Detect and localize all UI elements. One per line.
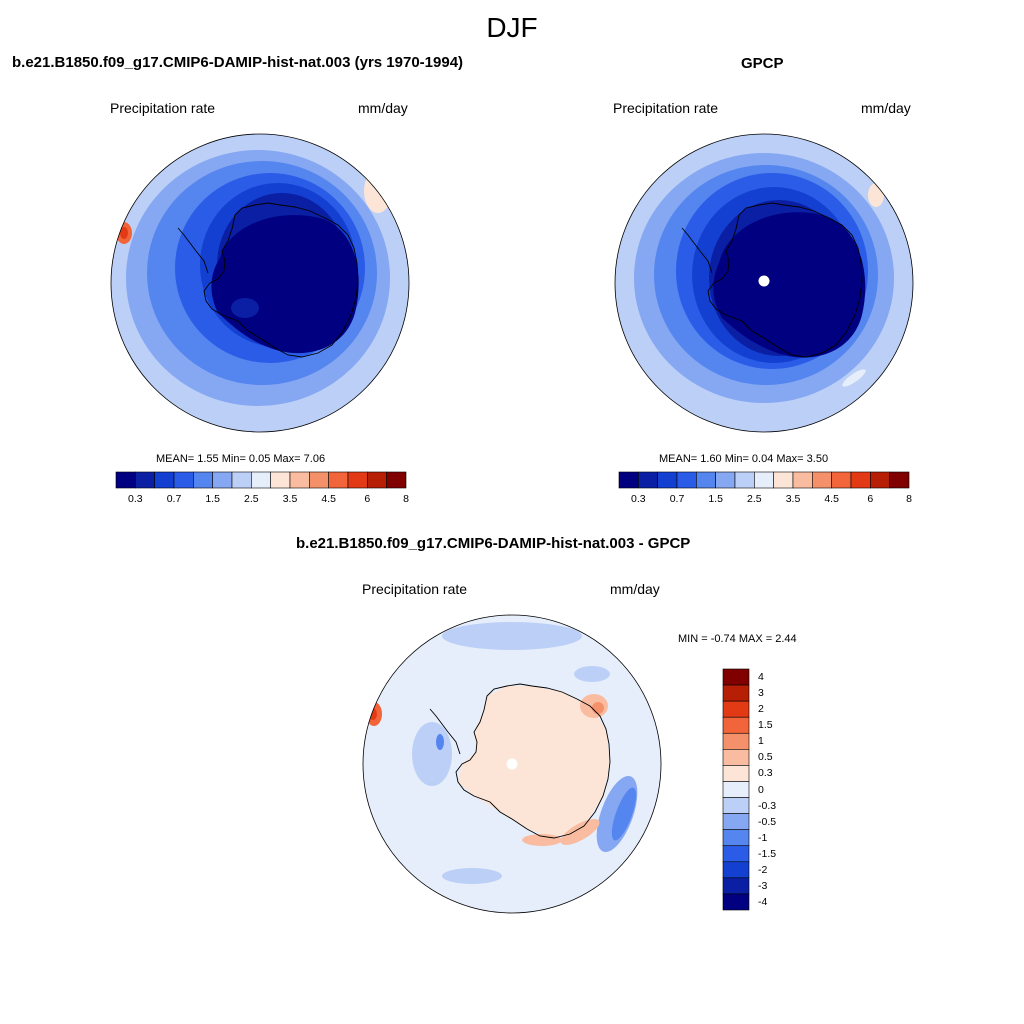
diff-left-label: Precipitation rate	[362, 581, 468, 597]
colorbar-tick-label: 0.7	[669, 493, 685, 505]
colorbar-tick-label: 4.5	[824, 493, 839, 505]
colorbar-swatch	[309, 471, 329, 489]
diff-colorbar-tick-label: 1.5	[758, 719, 773, 732]
diff-minmax: MIN = -0.74 MAX = 2.44	[678, 633, 797, 645]
diff-colorbar-swatch	[722, 877, 750, 895]
model-right-label: mm/day	[358, 100, 408, 116]
colorbar-tick-label: 2.5	[747, 493, 762, 505]
colorbar-swatch	[289, 471, 310, 489]
colorbar-swatch	[618, 471, 639, 489]
diff-colorbar-swatch	[722, 684, 750, 702]
obs-polar-map	[614, 133, 914, 433]
colorbar-tick-label: 8	[403, 493, 409, 505]
diff-colorbar-tick-label: 4	[758, 671, 764, 684]
model-colorbar	[115, 471, 407, 489]
colorbar-swatch	[386, 471, 407, 489]
colorbar-tick-label: 0.3	[631, 493, 646, 505]
colorbar-swatch	[696, 471, 716, 489]
colorbar-swatch	[638, 471, 658, 489]
diff-colorbar-swatch	[722, 732, 750, 750]
obs-stats: MEAN= 1.60 Min= 0.04 Max= 3.50	[659, 453, 829, 465]
colorbar-swatch	[270, 471, 291, 489]
colorbar-swatch	[850, 471, 871, 489]
diff-colorbar-swatch	[722, 861, 750, 879]
colorbar-swatch	[831, 471, 852, 489]
model-polar-map	[110, 133, 410, 433]
diff-colorbar-swatch	[722, 716, 750, 734]
obs-left-label: Precipitation rate	[613, 100, 719, 116]
diff-colorbar-tick-label: -4	[758, 895, 768, 908]
colorbar-swatch	[193, 471, 213, 489]
colorbar-tick-label: 3.5	[785, 493, 801, 505]
diff-colorbar-swatch	[722, 765, 750, 782]
colorbar-swatch	[367, 471, 387, 489]
model-panel-title: b.e21.B1850.f09_g17.CMIP6-DAMIP-hist-nat…	[12, 54, 464, 71]
colorbar-swatch	[676, 471, 697, 489]
diff-colorbar-swatch	[722, 797, 750, 814]
figure-title: DJF	[486, 12, 538, 43]
colorbar-swatch	[173, 471, 194, 489]
diff-colorbar-tick-label: -2	[758, 863, 768, 876]
colorbar-tick-label: 8	[906, 493, 912, 505]
colorbar-swatch	[135, 471, 155, 489]
diff-colorbar-tick-label: -1	[758, 831, 768, 844]
diff-colorbar-tick-label: 0	[758, 783, 764, 796]
colorbar-swatch	[889, 471, 910, 489]
diff-colorbar	[722, 668, 750, 911]
diff-colorbar-tick-label: -0.3	[758, 799, 777, 812]
colorbar-tick-label: 2.5	[244, 493, 259, 505]
colorbar-swatch	[328, 471, 349, 489]
colorbar-tick-label: 0.7	[166, 493, 182, 505]
diff-colorbar-swatch	[722, 700, 750, 718]
colorbar-swatch	[812, 471, 832, 489]
diff-polar-map	[362, 614, 662, 914]
colorbar-swatch	[231, 471, 252, 489]
colorbar-tick-label: 1.5	[205, 493, 220, 505]
colorbar-tick-label: 4.5	[321, 493, 336, 505]
diff-colorbar-swatch	[722, 829, 750, 847]
diff-colorbar-swatch	[722, 893, 750, 911]
diff-colorbar-swatch	[722, 668, 750, 686]
obs-colorbar	[618, 471, 910, 489]
diff-colorbar-swatch	[722, 813, 750, 830]
diff-right-label: mm/day	[610, 581, 660, 597]
diff-colorbar-swatch	[722, 845, 750, 863]
diff-colorbar-swatch	[722, 749, 750, 766]
diff-colorbar-swatch	[722, 781, 750, 798]
diff-colorbar-tick-label: 0.5	[758, 751, 773, 764]
colorbar-swatch	[870, 471, 890, 489]
diff-colorbar-tick-label: 2	[758, 703, 764, 716]
colorbar-tick-label: 6	[867, 493, 874, 505]
colorbar-swatch	[792, 471, 813, 489]
diff-colorbar-tick-label: 3	[758, 687, 764, 700]
colorbar-swatch	[734, 471, 755, 489]
colorbar-tick-label: 6	[364, 493, 371, 505]
diff-colorbar-tick-label: -3	[758, 879, 768, 892]
colorbar-swatch	[773, 471, 794, 489]
colorbar-tick-label: 3.5	[282, 493, 298, 505]
colorbar-swatch	[347, 471, 368, 489]
diff-colorbar-tick-label: 0.3	[758, 767, 773, 780]
colorbar-swatch	[657, 471, 678, 489]
model-stats: MEAN= 1.55 Min= 0.05 Max= 7.06	[156, 453, 326, 465]
diff-colorbar-tick-label: -0.5	[758, 815, 777, 828]
colorbar-swatch	[251, 471, 271, 489]
colorbar-swatch	[154, 471, 175, 489]
obs-panel-title: GPCP	[741, 55, 784, 72]
colorbar-tick-label: 0.3	[128, 493, 143, 505]
diff-colorbar-tick-label: 1	[758, 735, 764, 748]
colorbar-swatch	[212, 471, 233, 489]
colorbar-swatch	[115, 471, 136, 489]
diff-colorbar-tick-label: -1.5	[758, 847, 777, 860]
colorbar-swatch	[715, 471, 736, 489]
model-left-label: Precipitation rate	[110, 100, 216, 116]
colorbar-tick-label: 1.5	[708, 493, 723, 505]
obs-right-label: mm/day	[861, 100, 911, 116]
diff-panel-title: b.e21.B1850.f09_g17.CMIP6-DAMIP-hist-nat…	[296, 535, 691, 552]
colorbar-swatch	[754, 471, 774, 489]
